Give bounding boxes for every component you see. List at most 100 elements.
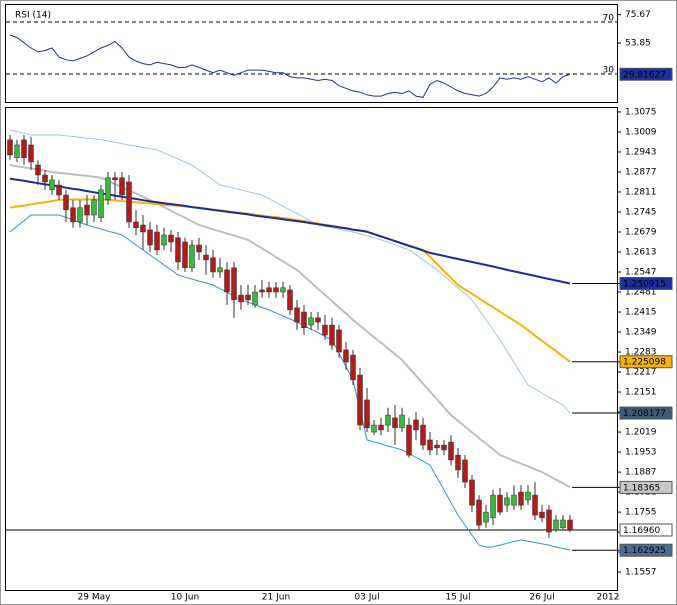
y-tick-label: 1.2283 [625, 348, 657, 358]
candle-body [140, 224, 146, 233]
candle-body [322, 324, 328, 336]
candle-body [546, 509, 552, 533]
candle-body [553, 519, 559, 531]
candle-body [42, 174, 48, 183]
candle-body [154, 231, 160, 251]
candle-body [168, 234, 174, 243]
candle-body [399, 414, 405, 429]
y-tick-label: 1.1887 [625, 468, 657, 478]
candle-body [112, 177, 118, 181]
candle-body [238, 294, 244, 303]
candle-body [392, 417, 398, 429]
y-tick-label: 1.2151 [625, 388, 657, 398]
candle-body [469, 479, 475, 506]
y-tick-label: 1.2943 [625, 147, 657, 157]
candle-body [49, 179, 55, 191]
candle-body [189, 244, 195, 269]
y-tick-label: 1.1557 [625, 568, 657, 578]
candle-body [560, 519, 566, 529]
candle-body [77, 207, 83, 223]
x-tick-label: 29 May [78, 593, 112, 603]
candle-body [357, 374, 363, 426]
candle-body [210, 257, 216, 273]
y-tick-label: 1.2745 [625, 207, 657, 217]
x-tick-label: 26 Jul [529, 593, 554, 603]
candle-body [525, 491, 531, 501]
candle-body [294, 307, 300, 323]
overlay-line [9, 164, 571, 489]
y-tick-label: 1.3075 [625, 107, 657, 117]
candle-body [532, 494, 538, 516]
candle-body [245, 294, 251, 301]
candle-body [441, 444, 447, 451]
candle-body [182, 241, 188, 269]
candle-body [35, 164, 41, 176]
level-label: 30 [603, 66, 615, 76]
candle-body [476, 499, 482, 526]
candle-body [273, 287, 279, 293]
y-tick-label: 1.2679 [625, 227, 657, 237]
current-price-label-box [619, 523, 673, 537]
overlay-line [9, 129, 571, 414]
overlay-last-value-box [619, 543, 673, 557]
y-tick-label: 1.2811 [625, 187, 657, 197]
candle-body [350, 354, 356, 381]
overlay-last-value-box [619, 355, 673, 369]
candle-body [497, 494, 503, 513]
candle-body [217, 267, 223, 273]
price-panel [5, 107, 618, 591]
candle-body [161, 234, 167, 246]
overlay-last-value-box [619, 406, 673, 420]
y-tick-label: 1.2613 [625, 247, 657, 257]
level-label: 70 [603, 14, 615, 24]
y-tick-label: 1.3009 [625, 127, 657, 137]
candle-body [455, 454, 461, 471]
rsi-last-value: 29.81627 [623, 70, 666, 80]
y-tick-label: 1.2019 [625, 428, 657, 438]
candle-body [315, 317, 321, 323]
candle-body [329, 324, 335, 346]
current-price-label: 1.16960 [623, 526, 660, 536]
y-tick-label: 53.85 [625, 39, 651, 49]
candle-body [91, 199, 97, 216]
overlay-last-value: 1.18365 [623, 483, 660, 493]
candle-body [483, 511, 489, 523]
candle-body [224, 269, 230, 293]
overlay-last-value: 1.162925 [623, 546, 666, 556]
candle-body [427, 439, 433, 451]
candle-body [490, 494, 496, 519]
y-tick-label: 1.2481 [625, 288, 657, 298]
candle-body [70, 207, 76, 223]
candle-body [84, 204, 90, 216]
candle-body [385, 414, 391, 426]
candle-body [56, 184, 62, 196]
candle-body [539, 511, 545, 519]
candle-body [196, 244, 202, 253]
x-tick-label: 03 Jul [354, 593, 379, 603]
overlay-last-value: 1.208177 [623, 409, 666, 419]
candle-body [518, 491, 524, 506]
y-tick-label: 1.2415 [625, 308, 657, 318]
y-tick-label: 1.2877 [625, 167, 657, 177]
candle-body [448, 441, 454, 461]
candle-body [371, 424, 377, 433]
candle-body [504, 497, 510, 506]
overlay-last-value: 1.250915 [623, 279, 666, 289]
candle-body [133, 221, 139, 228]
candle-body [420, 424, 426, 446]
overlay-last-value: 1.225098 [623, 358, 666, 368]
candle-body [147, 229, 153, 246]
x-tick-label: 15 Jul [445, 593, 470, 603]
x-tick-label: 10 Jun [171, 593, 199, 603]
candle-body [434, 444, 440, 449]
candle-body [14, 144, 20, 158]
rsi-last-value-box [619, 67, 673, 81]
candle-body [203, 254, 209, 261]
x-end-label: 2012 [597, 593, 620, 603]
candle-body [259, 289, 265, 293]
rsi-title: RSI (14) [15, 11, 51, 21]
candle-body [266, 287, 272, 293]
y-tick-label: 75.67 [625, 10, 651, 20]
